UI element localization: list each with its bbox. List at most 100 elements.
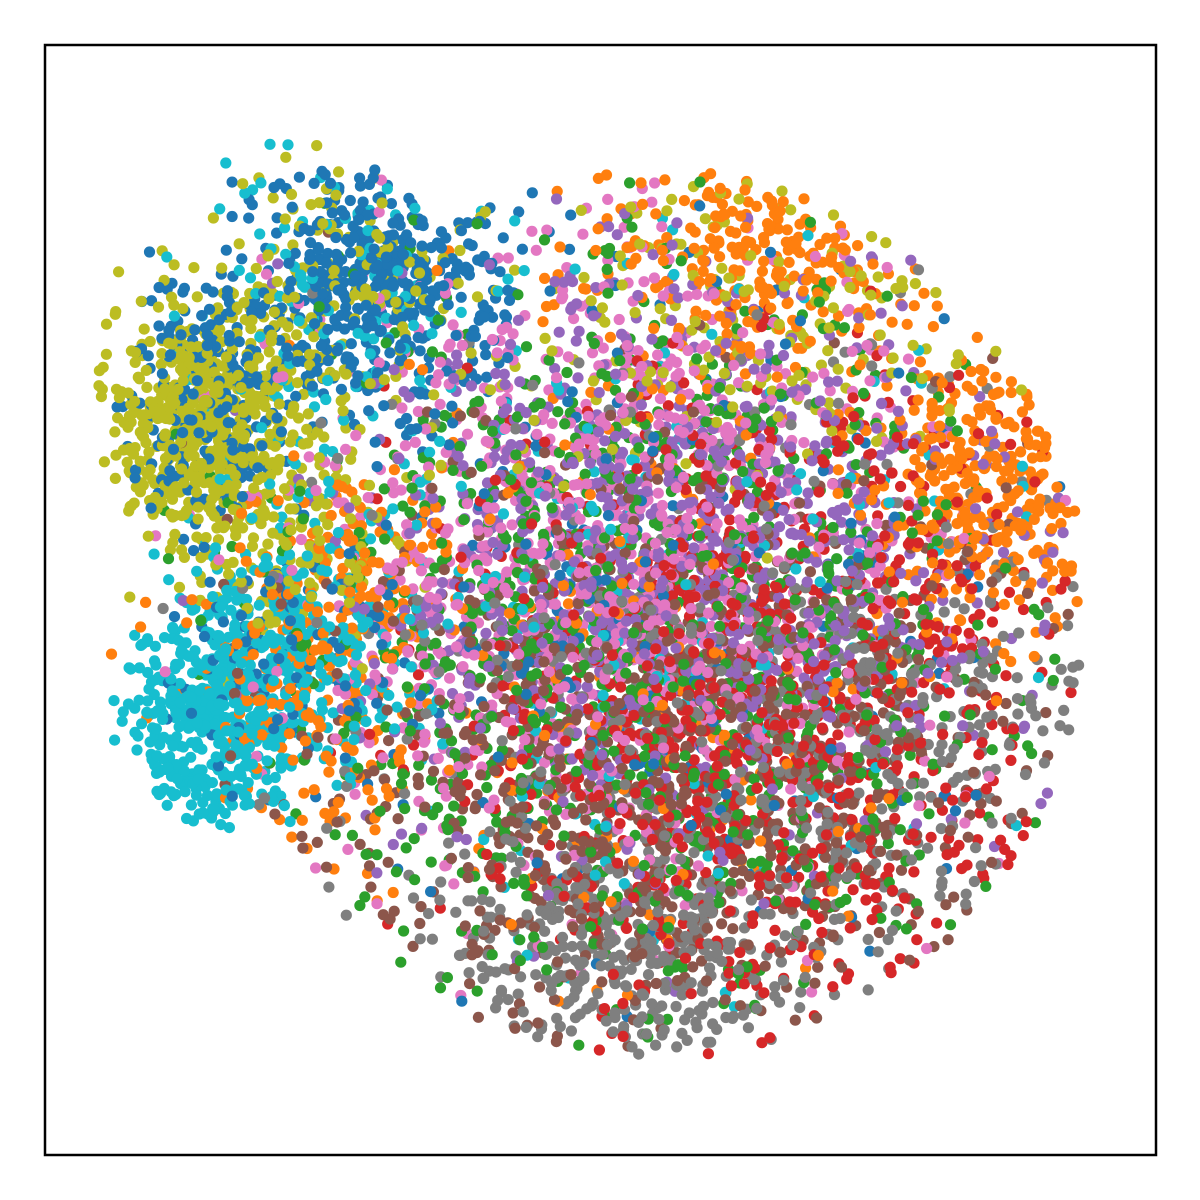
scatter-point-series-9: [539, 332, 551, 344]
scatter-point-series-8: [775, 956, 788, 968]
scatter-point-series-1: [480, 349, 492, 361]
scatter-point-series-10: [148, 548, 160, 560]
scatter-point-series-8: [323, 881, 335, 893]
scatter-point-series-6: [616, 762, 628, 775]
scatter-point-series-5: [451, 831, 463, 843]
scatter-point-series-1: [178, 533, 190, 545]
scatter-point-series-3: [378, 483, 390, 495]
scatter-point-series-2: [650, 208, 662, 220]
scatter-point-series-3: [481, 781, 493, 794]
scatter-point-series-7: [649, 177, 661, 189]
scatter-point-series-1: [481, 371, 493, 383]
scatter-point-series-1: [864, 945, 876, 957]
scatter-point-series-10: [502, 273, 514, 285]
scatter-point-series-6: [812, 961, 824, 973]
scatter-point-series-7: [506, 519, 518, 531]
scatter-point-series-9: [100, 348, 112, 360]
scatter-point-series-2: [537, 316, 549, 328]
scatter-point-series-10: [133, 662, 146, 674]
scatter-point-series-6: [379, 774, 391, 786]
scatter-point-series-8: [670, 1000, 682, 1013]
scatter-point-series-2: [688, 242, 700, 254]
scatter-point-series-8: [975, 860, 987, 872]
scatter-point-series-10: [219, 807, 231, 820]
scatter-point-series-5: [997, 546, 1010, 558]
scatter-point-series-6: [534, 981, 546, 993]
scatter-point-series-9: [629, 307, 641, 319]
scatter-point-series-1: [456, 995, 468, 1007]
scatter-point-series-2: [1005, 376, 1018, 388]
scatter-point-series-3: [496, 852, 508, 864]
scatter-point-series-7: [448, 878, 460, 890]
scatter-point-series-5: [395, 828, 408, 840]
scatter-point-series-6: [354, 838, 366, 851]
scatter-point-series-8: [650, 1039, 662, 1051]
scatter-point-series-6: [507, 1007, 519, 1019]
scatter-point-series-9: [173, 581, 186, 594]
scatter-point-series-2: [926, 397, 938, 410]
scatter-point-series-5: [831, 375, 843, 387]
scatter-point-series-2: [1015, 446, 1027, 458]
scatter-point-series-9: [308, 331, 320, 343]
scatter-point-series-1: [513, 206, 525, 218]
scatter-point-series-9: [724, 384, 736, 396]
scatter-point-series-7: [902, 353, 915, 365]
scatter-point-series-6: [1040, 707, 1052, 719]
scatter-point-series-4: [724, 514, 736, 526]
scatter-point-series-2: [648, 322, 660, 334]
scatter-point-series-3: [661, 1013, 674, 1025]
scatter-point-series-8: [566, 940, 578, 953]
scatter-point-series-2: [943, 546, 956, 558]
scatter-point-series-5: [572, 372, 584, 384]
scatter-point-series-5: [974, 391, 986, 403]
scatter-point-series-1: [425, 242, 437, 254]
scatter-point-series-5: [549, 363, 561, 375]
scatter-point-series-4: [1005, 754, 1017, 767]
scatter-point-series-9: [267, 192, 279, 204]
scatter-point-series-5: [434, 717, 446, 729]
scatter-point-series-8: [435, 876, 447, 888]
scatter-point-series-4: [969, 560, 981, 572]
scatter-point-series-3: [1029, 817, 1041, 829]
scatter-point-series-1: [667, 500, 679, 512]
scatter-point-series-4: [677, 917, 689, 930]
scatter-point-series-8: [1013, 627, 1025, 639]
scatter-point-series-7: [679, 899, 691, 912]
scatter-point-series-1: [526, 187, 538, 199]
scatter-point-series-4: [986, 616, 999, 628]
scatter-point-series-6: [469, 803, 481, 815]
scatter-point-series-10: [409, 202, 421, 214]
scatter-point-series-8: [545, 984, 557, 997]
scatter-point-series-8: [581, 862, 593, 874]
scatter-point-series-9: [822, 345, 834, 357]
scatter-point-series-10: [1032, 672, 1045, 684]
scatter-point-series-5: [897, 624, 909, 636]
scatter-point-series-2: [990, 371, 1002, 383]
scatter-point-series-2: [690, 305, 702, 317]
scatter-point-series-2: [659, 174, 671, 186]
scatter-point-series-2: [286, 831, 298, 843]
scatter-point-series-8: [977, 657, 989, 669]
scatter-point-series-9: [930, 287, 942, 299]
scatter-point-series-7: [543, 384, 555, 396]
scatter-point-series-2: [700, 309, 712, 321]
scatter-point-series-2: [678, 195, 691, 207]
scatter-point-series-8: [609, 1011, 621, 1024]
scatter-point-series-9: [188, 262, 200, 274]
scatter-point-series-3: [737, 466, 749, 478]
scatter-point-series-3: [881, 290, 893, 302]
scatter-point-series-2: [726, 241, 738, 253]
scatter-point-series-10: [206, 777, 218, 789]
scatter-point-series-2: [1001, 536, 1013, 548]
scatter-point-series-4: [950, 624, 962, 637]
scatter-point-series-8: [496, 735, 508, 747]
scatter-point-series-2: [709, 222, 721, 234]
scatter-point-series-10: [142, 695, 154, 707]
scatter-point-series-1: [344, 194, 356, 207]
scatter-point-series-6: [734, 1000, 747, 1012]
scatter-point-series-1: [290, 390, 302, 402]
scatter-point-series-8: [1055, 663, 1067, 675]
scatter-point-series-8: [1067, 581, 1079, 593]
scatter-point-series-2: [562, 598, 575, 610]
scatter-point-series-9: [109, 426, 121, 438]
